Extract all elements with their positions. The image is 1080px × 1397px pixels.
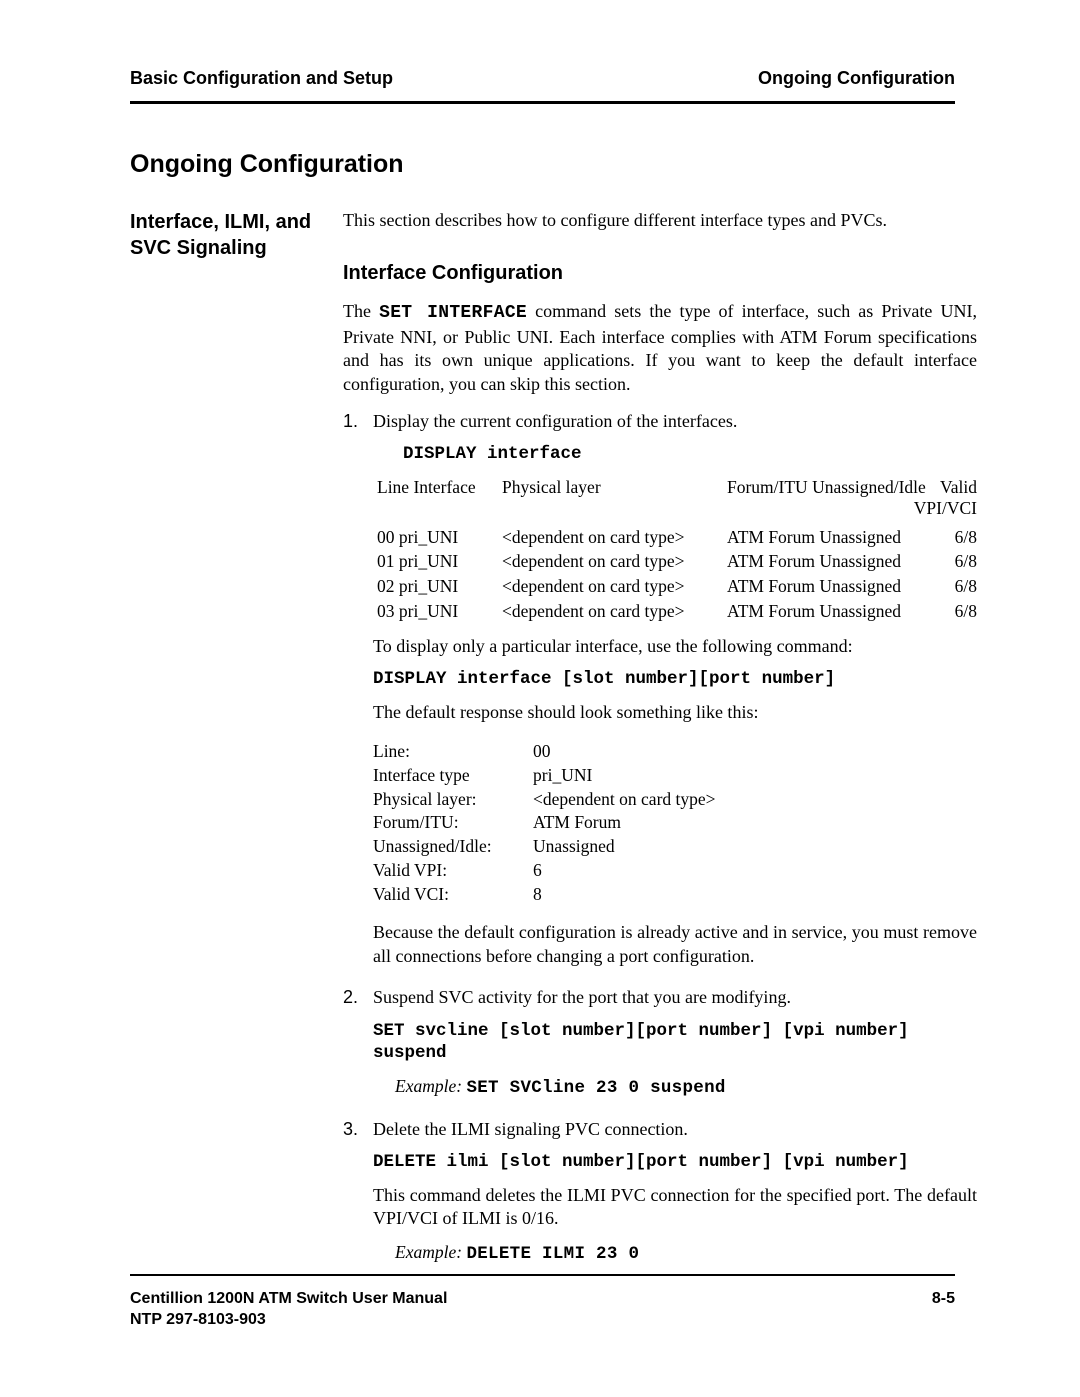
content-columns: Interface, ILMI, and SVC Signaling This … — [130, 209, 955, 1281]
footer-doc-number: NTP 297-8103-903 — [130, 1309, 447, 1331]
step-list: 1. Display the current configuration of … — [343, 410, 977, 1276]
step3-example: Example: DELETE ILMI 23 0 — [395, 1241, 977, 1266]
step-3: 3. Delete the ILMI signaling PVC connect… — [343, 1118, 977, 1276]
interface-paragraph: The SET INTERFACE command sets the type … — [343, 300, 977, 396]
step1-after3: Because the default configuration is alr… — [373, 921, 977, 968]
step1-after2: The default response should look somethi… — [373, 701, 977, 724]
step-body: Delete the ILMI signaling PVC connection… — [373, 1118, 977, 1276]
table-col-fitu: Forum/ITU Unassigned/Idle — [727, 476, 932, 499]
table-row: 03 pri_UNI <dependent on card type> ATM … — [373, 600, 977, 623]
detail-row: Forum/ITU:ATM Forum — [373, 811, 977, 834]
side-heading: Interface, ILMI, and SVC Signaling — [130, 209, 343, 261]
step-number: 1. — [343, 410, 373, 978]
detail-row: Interface typepri_UNI — [373, 764, 977, 787]
step3-after: This command deletes the ILMI PVC connec… — [373, 1184, 977, 1231]
step1-cmd2: DISPLAY interface [slot number][port num… — [373, 668, 977, 691]
table-col-phys: Physical layer — [502, 476, 727, 499]
footer-manual-title: Centillion 1200N ATM Switch User Manual — [130, 1288, 447, 1310]
step-number: 3. — [343, 1118, 373, 1276]
step-2: 2. Suspend SVC activity for the port tha… — [343, 986, 977, 1110]
detail-row: Line:00 — [373, 740, 977, 763]
section-title: Ongoing Configuration — [130, 150, 955, 179]
page-footer: Centillion 1200N ATM Switch User Manual … — [130, 1274, 955, 1331]
detail-table: Line:00 Interface typepri_UNI Physical l… — [373, 740, 977, 905]
step2-text: Suspend SVC activity for the port that y… — [373, 986, 977, 1009]
table-col-line: Line Interface — [373, 476, 502, 499]
subsection-title: Interface Configuration — [343, 260, 977, 286]
table-header-row: Line Interface Physical layer Forum/ITU … — [373, 476, 977, 499]
intro-paragraph: This section describes how to configure … — [343, 209, 977, 232]
step1-after1: To display only a particular interface, … — [373, 635, 977, 658]
step2-example: Example: SET SVCline 23 0 suspend — [395, 1075, 977, 1100]
page: Basic Configuration and Setup Ongoing Co… — [0, 0, 1080, 1397]
main-column: This section describes how to configure … — [343, 209, 977, 1281]
step-number: 2. — [343, 986, 373, 1110]
footer-page-number: 8-5 — [932, 1288, 955, 1331]
detail-row: Valid VPI:6 — [373, 859, 977, 882]
detail-row: Valid VCI:8 — [373, 883, 977, 906]
table-header-row2: VPI/VCI — [373, 497, 977, 520]
step-body: Display the current configuration of the… — [373, 410, 977, 978]
running-header: Basic Configuration and Setup Ongoing Co… — [130, 68, 955, 99]
table-row: 02 pri_UNI <dependent on card type> ATM … — [373, 575, 977, 598]
table-row: 01 pri_UNI <dependent on card type> ATM … — [373, 550, 977, 573]
step1-text: Display the current configuration of the… — [373, 410, 977, 433]
header-rule — [130, 101, 955, 104]
interface-table: Line Interface Physical layer Forum/ITU … — [373, 476, 977, 623]
step3-text: Delete the ILMI signaling PVC connection… — [373, 1118, 977, 1141]
footer-left: Centillion 1200N ATM Switch User Manual … — [130, 1288, 447, 1331]
table-row: 00 pri_UNI <dependent on card type> ATM … — [373, 526, 977, 549]
footer-rule — [130, 1274, 955, 1276]
footer-row: Centillion 1200N ATM Switch User Manual … — [130, 1288, 955, 1331]
header-right: Ongoing Configuration — [758, 68, 955, 89]
step1-cmd: DISPLAY interface — [403, 443, 977, 466]
detail-row: Physical layer:<dependent on card type> — [373, 788, 977, 811]
step3-cmd: DELETE ilmi [slot number][port number] [… — [373, 1151, 977, 1174]
set-interface-cmd: SET INTERFACE — [379, 303, 527, 323]
table-col-valid: Valid — [932, 476, 977, 499]
detail-row: Unassigned/Idle:Unassigned — [373, 835, 977, 858]
header-left: Basic Configuration and Setup — [130, 68, 393, 89]
step-1: 1. Display the current configuration of … — [343, 410, 977, 978]
table-col-vpivci: VPI/VCI — [914, 498, 977, 518]
step-body: Suspend SVC activity for the port that y… — [373, 986, 977, 1110]
step2-cmd: SET svcline [slot number][port number] [… — [373, 1020, 977, 1066]
